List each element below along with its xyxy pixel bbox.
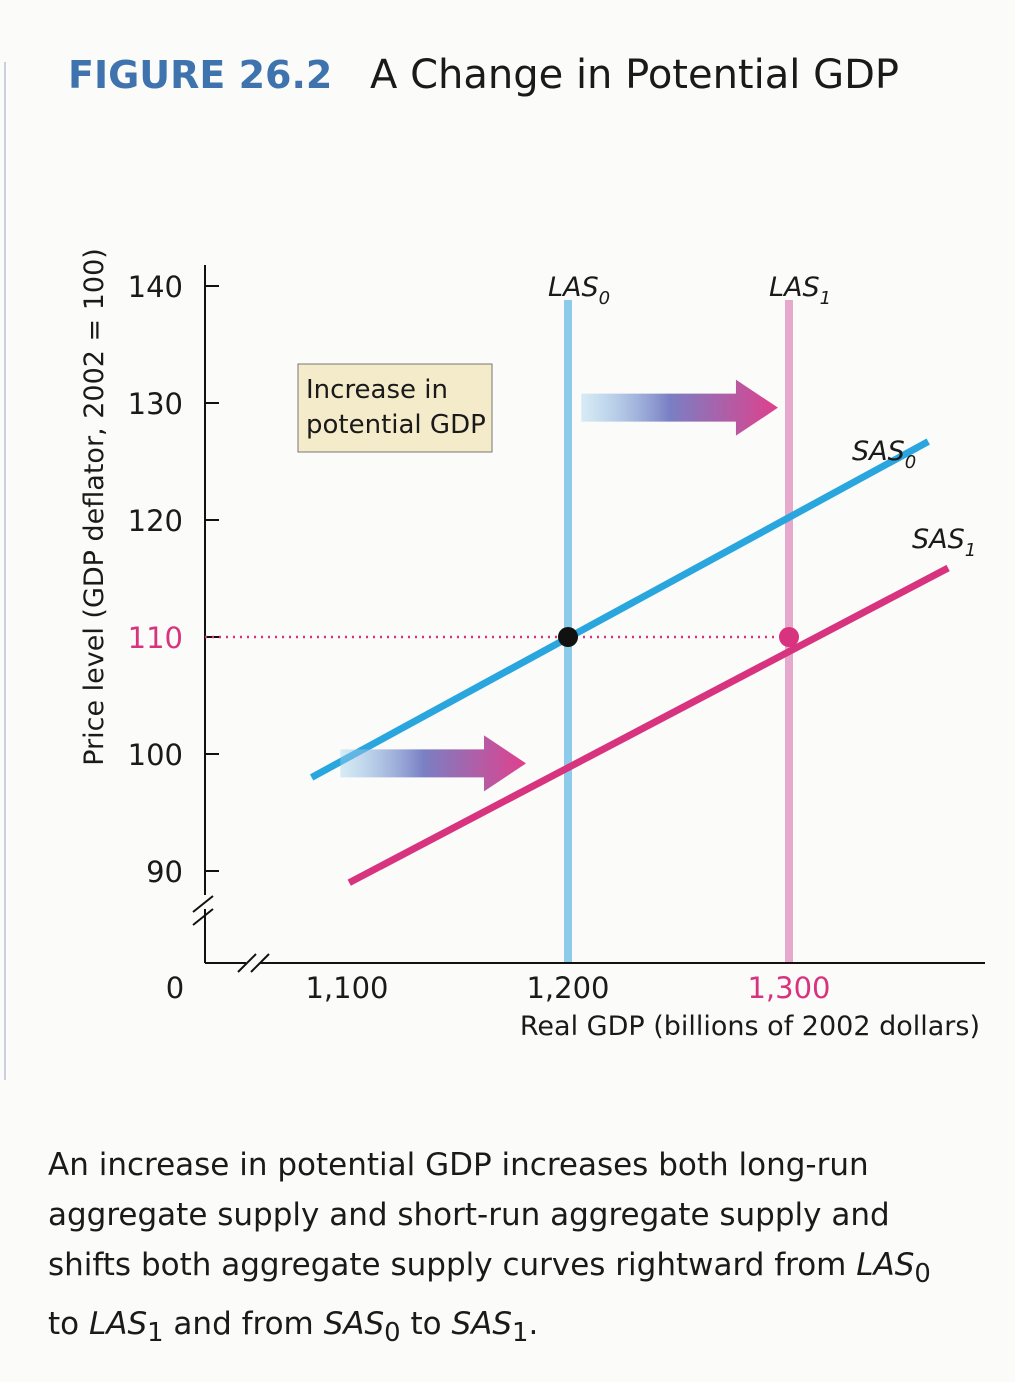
caption-las0: LAS xyxy=(856,1247,915,1283)
equilibrium-point-0 xyxy=(558,627,578,647)
y-tick-label-140: 140 xyxy=(128,270,183,304)
y-tick-label-130: 130 xyxy=(128,387,183,421)
y-axis-label: Price level (GDP deflator, 2002 = 100) xyxy=(79,248,110,766)
caption-sas1: SAS xyxy=(451,1306,513,1343)
las0-label: LAS0 xyxy=(548,272,610,309)
figure-caption: An increase in potential GDP increases b… xyxy=(48,1140,968,1358)
annotation-box xyxy=(297,363,493,453)
y-tick-label-90: 90 xyxy=(146,855,183,889)
sas0-subscript: 0 xyxy=(905,452,916,473)
figure-number: FIGURE 26.2 xyxy=(68,53,332,97)
x-tick-label-1100: 1,100 xyxy=(305,971,388,1005)
y-tick-label-120: 120 xyxy=(128,504,183,538)
annotation-line-1: Increase in xyxy=(306,375,448,405)
caption-period: . xyxy=(528,1306,539,1343)
figure-title: A Change in Potential GDP xyxy=(370,52,899,98)
caption-to: to xyxy=(400,1306,452,1343)
las1-label: LAS1 xyxy=(769,272,831,309)
x-axis-break xyxy=(237,953,257,973)
y-tick-label-110: 110 xyxy=(128,621,183,655)
sas1-line xyxy=(347,564,950,886)
caption-text: An increase in potential GDP increases b… xyxy=(48,1147,890,1283)
x-axis-break xyxy=(250,953,270,973)
shift-arrow-1 xyxy=(340,735,527,792)
sas1-subscript: 1 xyxy=(965,540,976,561)
las1-subscript: 1 xyxy=(820,288,831,309)
x-tick-label-1300: 1,300 xyxy=(747,971,830,1005)
caption-sas0: SAS xyxy=(323,1306,385,1343)
shift-arrow-0 xyxy=(581,379,778,436)
sas1-label: SAS1 xyxy=(912,524,976,561)
y-tick-label-100: 100 xyxy=(128,738,183,772)
caption-sas0-sub: 0 xyxy=(384,1318,401,1349)
caption-las1: LAS xyxy=(88,1306,148,1343)
caption-sas1-sub: 1 xyxy=(512,1318,529,1349)
caption-and: and from xyxy=(163,1306,324,1343)
y-axis-break xyxy=(192,908,214,926)
equilibrium-point-1 xyxy=(779,627,799,647)
caption-to: to xyxy=(48,1306,89,1343)
x-axis-label: Real GDP (billions of 2002 dollars) xyxy=(520,1011,980,1042)
origin-label: 0 xyxy=(166,971,184,1005)
sas0-line xyxy=(309,438,930,781)
las0-subscript: 0 xyxy=(599,288,610,309)
caption-las1-sub: 1 xyxy=(147,1318,164,1349)
caption-las0-sub: 0 xyxy=(914,1259,931,1290)
annotation-line-2: potential GDP xyxy=(306,410,486,440)
y-axis-break xyxy=(192,895,214,913)
x-tick-label-1200: 1,200 xyxy=(526,971,609,1005)
